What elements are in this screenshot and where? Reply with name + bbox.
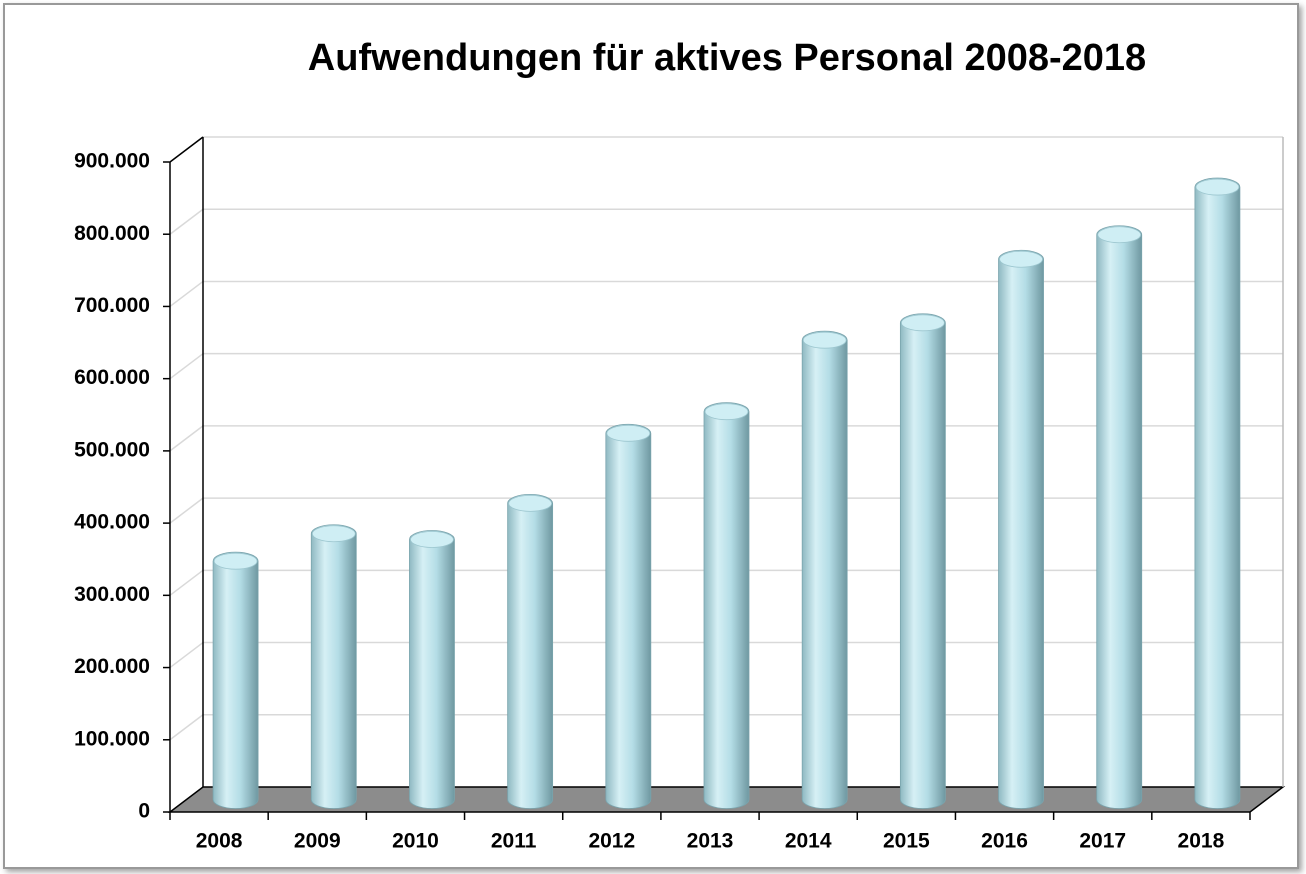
bar-cap: [410, 531, 454, 548]
x-tick-label: 2011: [491, 830, 537, 853]
bar: [998, 249, 1044, 809]
y-tick-label: 800.000: [74, 222, 150, 245]
y-tick-label: 600.000: [74, 366, 150, 389]
bar-cap: [704, 403, 749, 421]
x-tick-label: 2012: [588, 830, 635, 853]
x-tick-label: 2014: [785, 830, 832, 853]
y-tick-label: 400.000: [74, 511, 150, 534]
x-tick-label: 2016: [981, 830, 1028, 853]
bar-cap: [802, 331, 847, 349]
side-grid-line: [169, 497, 204, 524]
y-axis-top: [169, 136, 204, 163]
bar: [212, 551, 259, 809]
y-tick-label: 0: [138, 800, 150, 823]
bar: [801, 330, 848, 809]
side-grid-line: [169, 569, 204, 596]
bar: [1194, 177, 1241, 809]
side-grid-line: [169, 280, 204, 308]
bar: [507, 493, 554, 809]
bar-cap: [900, 314, 945, 332]
y-tick-label: 300.000: [74, 583, 150, 606]
side-grid-line: [169, 641, 204, 669]
bar: [310, 524, 357, 809]
bar-cap: [1195, 178, 1240, 196]
y-tick-label: 900.000: [74, 150, 150, 173]
bar: [703, 402, 750, 809]
bar-cap: [999, 250, 1043, 268]
x-tick-label: 2009: [294, 830, 341, 853]
y-tick-label: 100.000: [74, 727, 150, 750]
side-grid-line: [169, 425, 204, 452]
y-tick-label: 200.000: [74, 655, 150, 678]
y-tick-label: 500.000: [74, 438, 150, 461]
x-tick-label: 2013: [687, 830, 734, 853]
bar: [1096, 225, 1143, 809]
side-grid-line: [169, 714, 204, 741]
y-tick-label: 700.000: [74, 294, 150, 317]
bar: [899, 313, 946, 809]
x-tick-label: 2008: [196, 830, 243, 853]
side-grid-line: [169, 208, 204, 235]
bar-cap: [213, 552, 258, 570]
x-tick-label: 2015: [883, 830, 930, 853]
side-grid-line: [169, 353, 204, 380]
chart-title: Aufwendungen für aktives Personal 2008-2…: [308, 37, 1146, 79]
bar-cap: [606, 424, 651, 442]
x-tick-label: 2017: [1079, 830, 1126, 853]
plot-area: 0 100.000 200.000 300.000 400.000 500.000 600.…: [74, 136, 1286, 853]
bar-cap: [1097, 226, 1142, 244]
bar-cap: [311, 525, 356, 543]
bar: [605, 423, 652, 809]
bar: [409, 530, 455, 809]
x-tick-label: 2010: [392, 830, 439, 853]
x-tick-label: 2018: [1178, 830, 1225, 853]
bar-cap: [508, 494, 553, 512]
